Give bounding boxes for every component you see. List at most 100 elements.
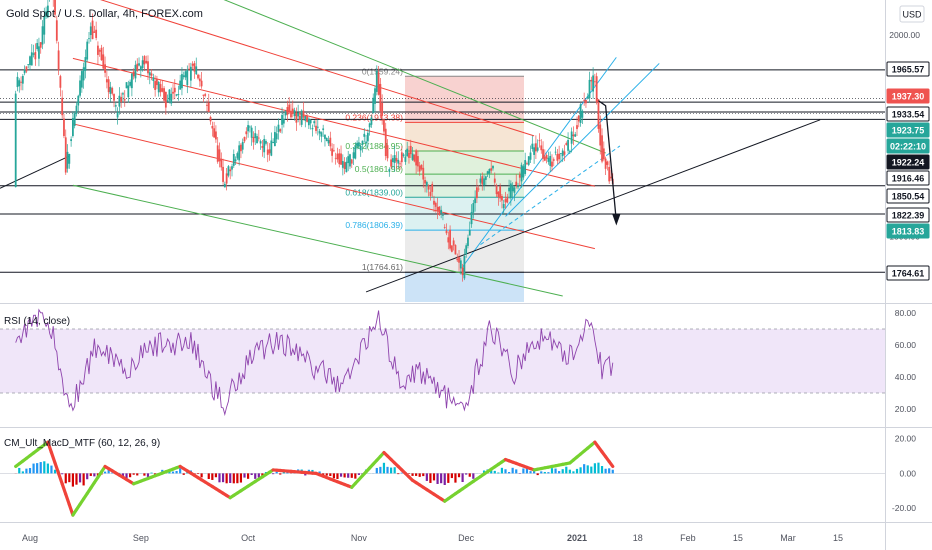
candle-body[interactable] xyxy=(247,125,249,132)
macd-histogram-bar[interactable] xyxy=(32,463,35,474)
macd-histogram-bar[interactable] xyxy=(461,473,464,483)
candle-body[interactable] xyxy=(211,125,214,129)
candle-body[interactable] xyxy=(127,85,130,98)
candle-body[interactable] xyxy=(415,150,418,166)
candle-body[interactable] xyxy=(116,112,119,118)
macd-histogram-bar[interactable] xyxy=(272,473,275,475)
candle-body[interactable] xyxy=(331,148,334,156)
candle-body[interactable] xyxy=(240,144,242,152)
candle-body[interactable] xyxy=(434,202,437,207)
candle-body[interactable] xyxy=(282,118,285,124)
candle-body[interactable] xyxy=(450,245,453,252)
candle-body[interactable] xyxy=(207,102,210,113)
candle-body[interactable] xyxy=(425,182,428,187)
candle-body[interactable] xyxy=(309,120,312,124)
candle-body[interactable] xyxy=(166,100,169,102)
candle-body[interactable] xyxy=(526,163,528,165)
candle-body[interactable] xyxy=(543,156,546,161)
projection-arrow[interactable] xyxy=(598,100,617,222)
candle-body[interactable] xyxy=(361,140,364,145)
candle-body[interactable] xyxy=(72,117,74,137)
candle-body[interactable] xyxy=(229,169,232,172)
candle-body[interactable] xyxy=(601,135,603,162)
candle-body[interactable] xyxy=(420,164,423,170)
candle-body[interactable] xyxy=(45,11,47,17)
macd-histogram-bar[interactable] xyxy=(608,468,611,474)
candle-body[interactable] xyxy=(234,159,237,162)
macd-signal-line[interactable] xyxy=(607,459,615,469)
candle-body[interactable] xyxy=(150,73,153,76)
macd-histogram-bar[interactable] xyxy=(375,467,378,474)
macd-histogram-bar[interactable] xyxy=(522,468,525,474)
macd-histogram-bar[interactable] xyxy=(46,463,49,474)
candle-body[interactable] xyxy=(95,29,98,38)
macd-histogram-bar[interactable] xyxy=(554,468,557,474)
candle-body[interactable] xyxy=(263,138,266,153)
macd-signal-line[interactable] xyxy=(57,471,64,486)
candle-body[interactable] xyxy=(345,161,348,173)
red-channel-lower[interactable] xyxy=(72,123,596,250)
candle-body[interactable] xyxy=(148,72,151,76)
candle-body[interactable] xyxy=(463,255,466,279)
candle-body[interactable] xyxy=(227,166,230,176)
macd-histogram-bar[interactable] xyxy=(304,473,307,476)
candle-body[interactable] xyxy=(504,199,507,203)
candle-body[interactable] xyxy=(186,69,189,86)
candle-body[interactable] xyxy=(104,64,106,73)
candle-body[interactable] xyxy=(436,206,439,211)
candle-body[interactable] xyxy=(529,152,532,160)
candle-body[interactable] xyxy=(250,127,253,138)
macd-histogram-bar[interactable] xyxy=(575,468,579,474)
currency-button-label[interactable]: USD xyxy=(902,10,922,20)
candle-body[interactable] xyxy=(558,153,561,160)
macd-histogram-bar[interactable] xyxy=(146,473,150,477)
candle-body[interactable] xyxy=(411,153,414,160)
candle-body[interactable] xyxy=(483,178,485,186)
macd-histogram-bar[interactable] xyxy=(450,473,453,479)
candle-body[interactable] xyxy=(461,267,464,276)
candle-body[interactable] xyxy=(14,93,17,188)
candle-body[interactable] xyxy=(188,68,190,70)
macd-histogram-bar[interactable] xyxy=(347,473,350,478)
macd-histogram-bar[interactable] xyxy=(511,467,514,474)
candle-body[interactable] xyxy=(445,230,448,234)
macd-histogram-bar[interactable] xyxy=(454,473,457,483)
candle-body[interactable] xyxy=(120,96,123,103)
candle-body[interactable] xyxy=(332,150,335,152)
candle-body[interactable] xyxy=(164,91,167,108)
candle-body[interactable] xyxy=(107,79,110,93)
candle-body[interactable] xyxy=(597,99,600,129)
candle-body[interactable] xyxy=(484,176,487,180)
candle-body[interactable] xyxy=(68,154,71,164)
green-channel-lower[interactable] xyxy=(72,184,563,297)
macd-histogram-bar[interactable] xyxy=(482,470,486,474)
candle-body[interactable] xyxy=(193,63,196,72)
macd-histogram-bar[interactable] xyxy=(543,471,546,474)
macd-histogram-bar[interactable] xyxy=(36,463,39,474)
candle-body[interactable] xyxy=(34,51,37,60)
candle-body[interactable] xyxy=(204,94,207,96)
candle-body[interactable] xyxy=(79,80,81,96)
macd-histogram-bar[interactable] xyxy=(229,473,232,483)
candle-body[interactable] xyxy=(422,167,425,180)
macd-histogram-bar[interactable] xyxy=(129,473,132,478)
green-channel-upper[interactable] xyxy=(112,0,606,154)
macd-histogram-bar[interactable] xyxy=(82,473,85,486)
macd-histogram-bar[interactable] xyxy=(393,467,396,474)
candle-body[interactable] xyxy=(400,152,403,163)
macd-histogram-bar[interactable] xyxy=(457,473,461,478)
macd-histogram-bar[interactable] xyxy=(221,473,225,483)
candle-body[interactable] xyxy=(567,139,569,151)
macd-histogram-bar[interactable] xyxy=(468,473,471,477)
macd-histogram-bar[interactable] xyxy=(418,473,421,477)
macd-histogram-bar[interactable] xyxy=(75,473,78,485)
macd-histogram-bar[interactable] xyxy=(343,473,346,478)
candle-body[interactable] xyxy=(265,140,267,144)
candle-body[interactable] xyxy=(80,71,83,88)
candle-body[interactable] xyxy=(218,149,221,162)
candle-body[interactable] xyxy=(520,164,523,182)
candle-body[interactable] xyxy=(222,166,224,182)
candle-body[interactable] xyxy=(206,104,208,106)
macd-histogram-bar[interactable] xyxy=(415,473,418,476)
